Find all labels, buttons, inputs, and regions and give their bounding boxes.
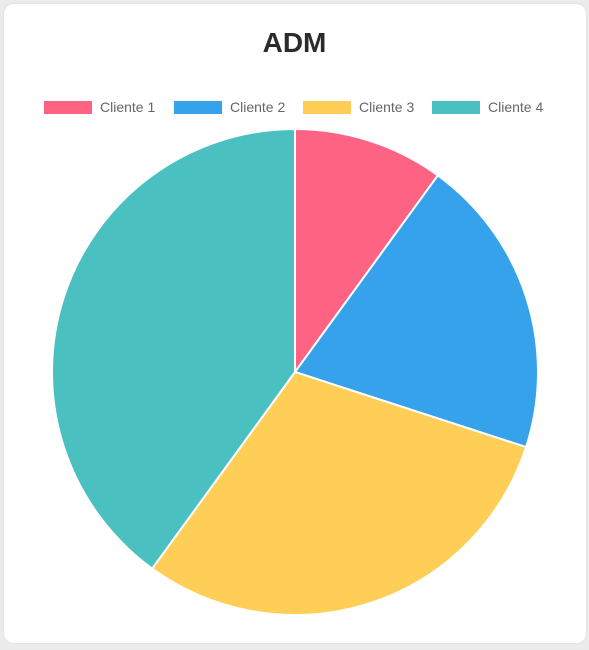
legend-item-cliente-1[interactable]: Cliente 1 [44,98,155,116]
chart-legend: Cliente 1 Cliente 2 Cliente 3 Cliente 4 [0,98,589,116]
legend-label-cliente-3: Cliente 3 [359,99,415,115]
chart-title: ADM [262,27,327,58]
pie-slice-cliente-4[interactable] [51,127,296,570]
legend-label-cliente-1: Cliente 1 [100,99,156,115]
pie-slice-cliente-3[interactable] [150,370,528,616]
pie-slice-cliente-1[interactable] [294,127,440,376]
legend-item-cliente-2[interactable]: Cliente 2 [174,98,285,116]
pie-slice-cliente-2[interactable] [293,174,539,449]
legend-swatch-cliente-4 [432,100,480,114]
legend-item-cliente-3[interactable]: Cliente 3 [303,98,414,116]
legend-label-cliente-4: Cliente 4 [488,99,544,115]
legend-swatch-cliente-1 [44,100,92,114]
legend-swatch-cliente-3 [303,100,351,114]
legend-swatch-cliente-2 [174,100,222,114]
legend-item-cliente-4[interactable]: Cliente 4 [432,98,543,116]
legend-label-cliente-2: Cliente 2 [230,99,286,115]
